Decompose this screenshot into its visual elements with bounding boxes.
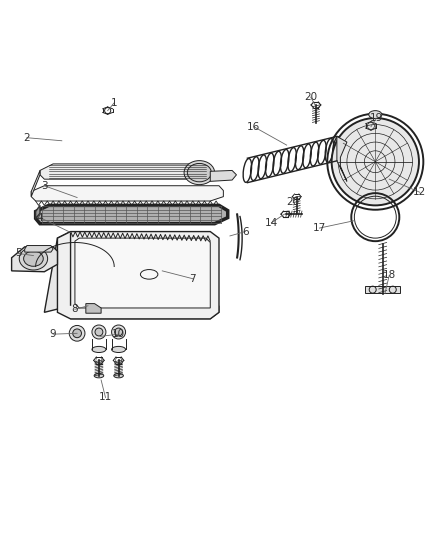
Polygon shape [210, 171, 237, 181]
Polygon shape [31, 171, 40, 197]
Text: 10: 10 [112, 329, 125, 339]
Text: 20: 20 [304, 92, 317, 102]
Text: 17: 17 [313, 223, 326, 233]
Polygon shape [31, 185, 223, 201]
Ellipse shape [24, 251, 43, 266]
Text: 2: 2 [24, 133, 30, 143]
Polygon shape [35, 205, 228, 224]
Polygon shape [12, 247, 57, 272]
Circle shape [332, 118, 419, 205]
Circle shape [73, 329, 81, 338]
Text: 9: 9 [50, 329, 57, 339]
Text: 8: 8 [71, 304, 78, 314]
Circle shape [92, 325, 106, 339]
Polygon shape [71, 306, 219, 319]
Text: 14: 14 [265, 218, 278, 228]
Text: 6: 6 [242, 227, 248, 237]
Text: 16: 16 [247, 122, 261, 132]
Ellipse shape [187, 164, 212, 182]
Text: 4: 4 [37, 213, 43, 223]
Text: 5: 5 [15, 248, 21, 259]
Polygon shape [44, 231, 71, 312]
Ellipse shape [94, 374, 104, 378]
Polygon shape [57, 231, 219, 319]
Text: 18: 18 [383, 270, 396, 280]
Text: 3: 3 [41, 181, 48, 191]
Text: 20: 20 [286, 197, 300, 207]
Ellipse shape [19, 247, 48, 270]
Circle shape [112, 325, 126, 339]
Polygon shape [86, 304, 101, 313]
Polygon shape [365, 286, 400, 293]
Circle shape [95, 328, 103, 336]
Polygon shape [75, 238, 210, 308]
Circle shape [69, 326, 85, 341]
Text: 1: 1 [111, 98, 117, 108]
Text: 19: 19 [370, 113, 383, 123]
Polygon shape [337, 136, 347, 181]
Ellipse shape [184, 160, 215, 184]
Text: 7: 7 [190, 274, 196, 284]
Ellipse shape [114, 374, 124, 378]
Circle shape [115, 328, 123, 336]
Ellipse shape [369, 111, 382, 118]
Polygon shape [35, 205, 40, 219]
Polygon shape [25, 246, 53, 252]
Ellipse shape [112, 346, 126, 352]
Text: 12: 12 [413, 187, 427, 197]
Ellipse shape [92, 346, 106, 352]
Polygon shape [40, 164, 210, 179]
Text: 11: 11 [99, 392, 112, 402]
